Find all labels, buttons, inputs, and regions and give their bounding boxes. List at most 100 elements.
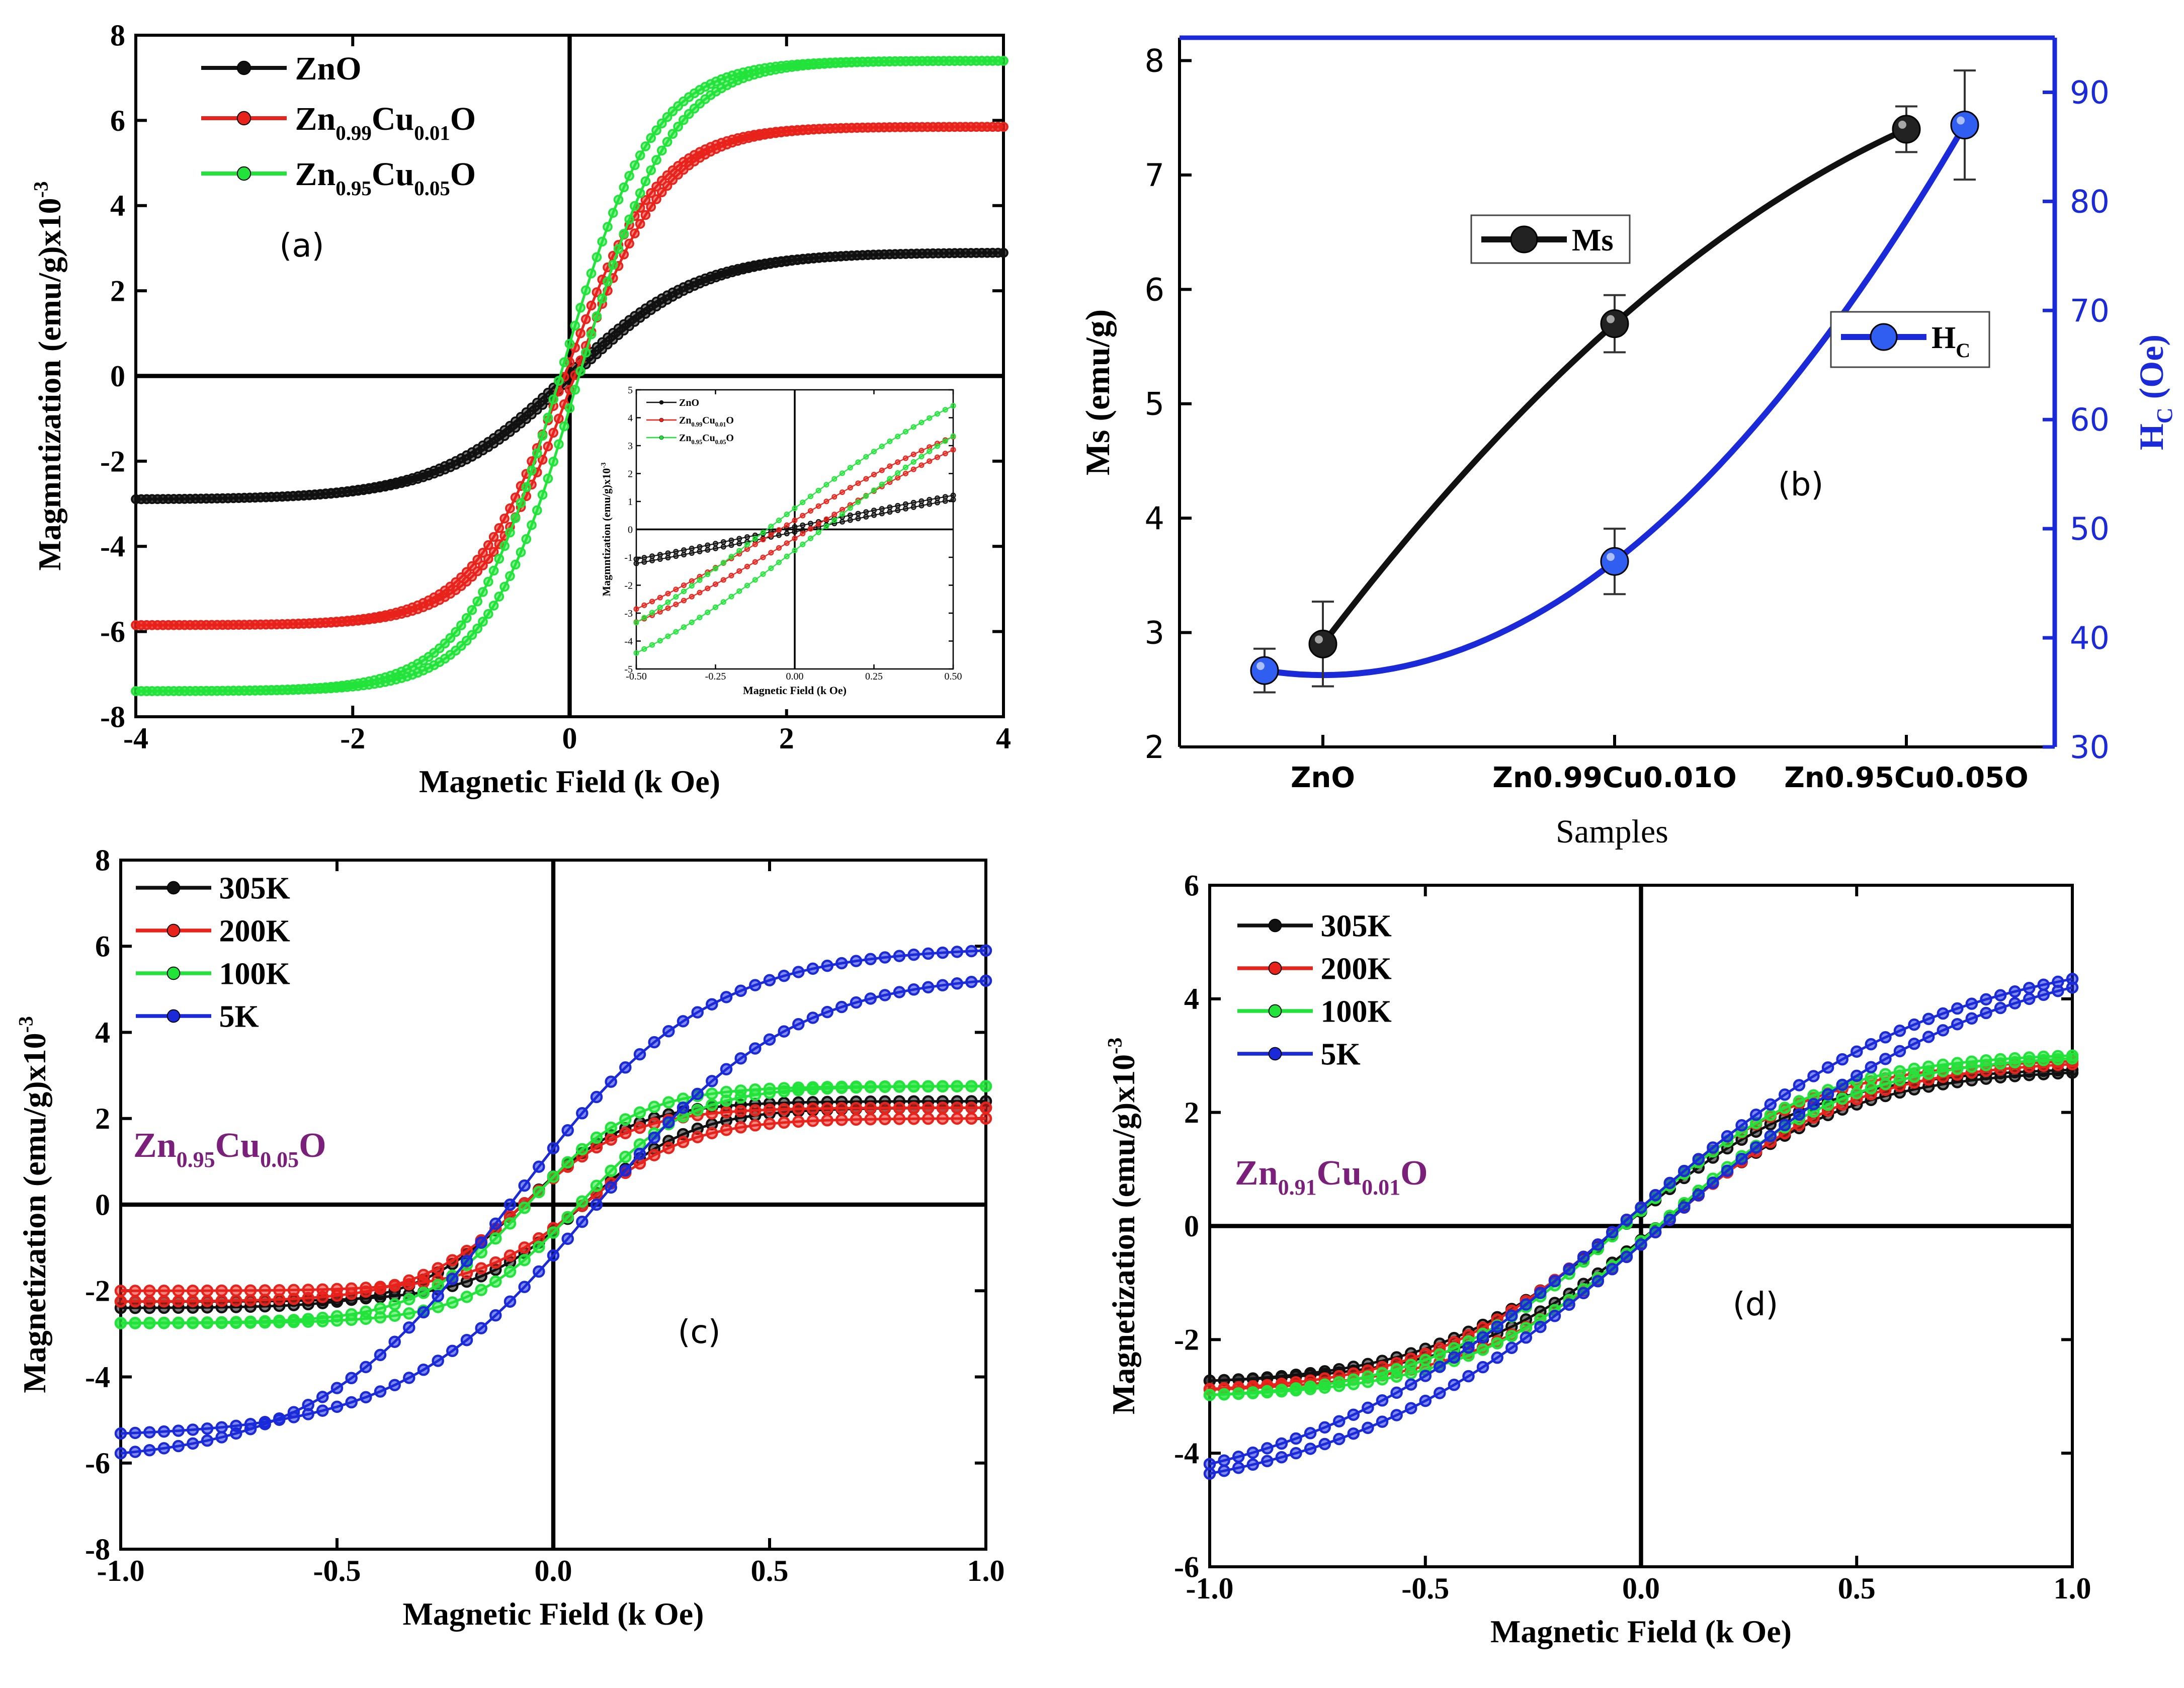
series-1-descending-point	[446, 1254, 459, 1267]
series-1-ascending-point	[662, 1142, 675, 1154]
inset-series-0-ascending-point	[681, 552, 687, 558]
series-3-ascending-point	[1419, 1394, 1432, 1407]
legend-100K-label: 100K	[219, 957, 290, 991]
x-tick-label: Zn0.95Cu0.05O	[1784, 762, 2028, 794]
series-2-descending-point	[603, 222, 613, 232]
series-3-descending-point	[1879, 1031, 1892, 1044]
formula-part: Cu	[372, 156, 414, 193]
inset-series-1-ascending-point	[831, 512, 837, 518]
series-3-ascending-point	[1275, 1451, 1288, 1464]
series-1-ascending-point	[677, 1136, 690, 1148]
series-1-ascending-point	[734, 1121, 747, 1134]
right-y-tick-label: 70	[2070, 292, 2110, 329]
series-1-descending-point	[951, 1102, 963, 1114]
series-2-descending-point	[936, 1080, 949, 1092]
inset-background	[586, 382, 983, 709]
legend-100K-marker	[1268, 1004, 1282, 1018]
series-2-ascending-point	[483, 609, 493, 619]
inset-series-2-descending-point	[863, 454, 869, 460]
inset-series-0-descending-point	[887, 504, 893, 511]
inset-series-1-ascending-point	[927, 458, 933, 464]
legend-cu005-label: Zn0.95Cu0.05O	[295, 156, 476, 200]
series-2-descending-point	[575, 302, 585, 313]
series-2-descending-point	[951, 1080, 963, 1092]
legend-text: 5K	[1321, 1038, 1361, 1072]
x-tick-label: 0.5	[751, 1554, 789, 1587]
formula-part: ZnO	[295, 50, 362, 87]
inset-series-2-ascending-point	[918, 454, 925, 460]
x-tick-label: -2	[340, 722, 365, 755]
series-3-ascending-point	[330, 1400, 344, 1413]
ms-point-highlight	[1898, 120, 1906, 129]
series-1-descending-point	[835, 1102, 848, 1115]
inset-series-2-ascending-point	[744, 582, 750, 588]
series-3-ascending-point	[792, 1018, 805, 1031]
series-3-descending-point	[172, 1440, 185, 1453]
inset-series-0-descending-point	[863, 509, 869, 515]
formula-subscript: 0.95	[177, 1147, 215, 1172]
inset-series-2-ascending-point	[895, 470, 901, 476]
series-1-descending-point	[499, 514, 510, 524]
series-3-descending-point	[922, 947, 935, 960]
left-y-tick-label: 7	[1145, 157, 1164, 194]
inset-series-1-descending-point	[887, 463, 893, 469]
series-2-descending-point	[456, 620, 466, 630]
hc-point	[1600, 547, 1629, 576]
series-1-ascending-point	[648, 1149, 660, 1161]
legend-200K-marker	[1268, 961, 1282, 975]
formula-subscript: 0.91	[1278, 1175, 1317, 1200]
series-3-descending-point	[2037, 978, 2050, 991]
series-1-ascending-point	[114, 1285, 127, 1297]
series-1-ascending-point	[624, 238, 634, 249]
series-2-descending-point	[510, 513, 521, 523]
inset-series-1-ascending-point	[744, 563, 750, 569]
series-3-descending-point	[1232, 1450, 1245, 1463]
series-2-descending-point	[1908, 1062, 1920, 1075]
inset-series-2-descending-point	[681, 588, 687, 595]
series-2-descending-point	[2023, 1051, 2036, 1064]
series-1-descending-point	[316, 1291, 329, 1303]
inset-series-1-ascending-point	[712, 581, 719, 587]
series-3-descending-point	[951, 946, 963, 958]
series-2-ascending-point	[1851, 1087, 1863, 1100]
y-tick-label: -2	[100, 445, 125, 478]
inset-series-2-descending-point	[760, 530, 766, 536]
series-2-descending-point	[778, 1082, 790, 1094]
inset-series-1-ascending-point	[736, 568, 742, 574]
series-2-ascending-point	[554, 439, 564, 450]
series-1-ascending-point	[922, 1112, 935, 1125]
inset-series-0-descending-point	[633, 556, 639, 562]
series-3-ascending-point	[518, 1281, 531, 1293]
series-2-ascending-point	[461, 635, 472, 646]
series-3-ascending-point	[1577, 1287, 1590, 1300]
series-2-descending-point	[201, 1316, 214, 1329]
series-2-descending-point	[559, 357, 569, 368]
ms-legend-marker	[1510, 225, 1538, 254]
series-3-ascending-point	[1304, 1443, 1317, 1455]
inset-series-2-descending-point	[942, 407, 948, 413]
inset-series-2-ascending-point	[633, 650, 639, 656]
series-3-descending-point	[792, 966, 805, 978]
series-3-descending-point	[691, 1006, 704, 1019]
series-1-descending-point	[345, 1287, 358, 1300]
inset-series-2-descending-point	[768, 524, 774, 530]
series-3-ascending-point	[360, 1391, 372, 1404]
inset-legend-cu005-marker	[659, 435, 664, 440]
series-3-ascending-point	[633, 1147, 646, 1160]
series-3-ascending-point	[1232, 1461, 1245, 1474]
series-3-ascending-point	[850, 996, 863, 1009]
series-2-descending-point	[597, 236, 607, 247]
series-1-descending-point	[461, 567, 472, 577]
series-1-descending-point	[230, 1294, 242, 1307]
series-3-descending-point	[503, 1198, 517, 1211]
series-2-ascending-point	[533, 1240, 545, 1253]
legend-zno-label: ZnO	[295, 50, 362, 87]
series-2-descending-point	[330, 1310, 344, 1323]
series-3-descending-point	[1980, 993, 1992, 1006]
series-3-descending-point	[1851, 1045, 1863, 1058]
series-2-descending-point	[998, 56, 1009, 66]
inset-series-1-ascending-point	[902, 470, 909, 476]
inset-series-0-descending-point	[697, 544, 703, 550]
series-1-ascending-point	[806, 1115, 819, 1127]
inset-series-2-ascending-point	[768, 565, 774, 571]
